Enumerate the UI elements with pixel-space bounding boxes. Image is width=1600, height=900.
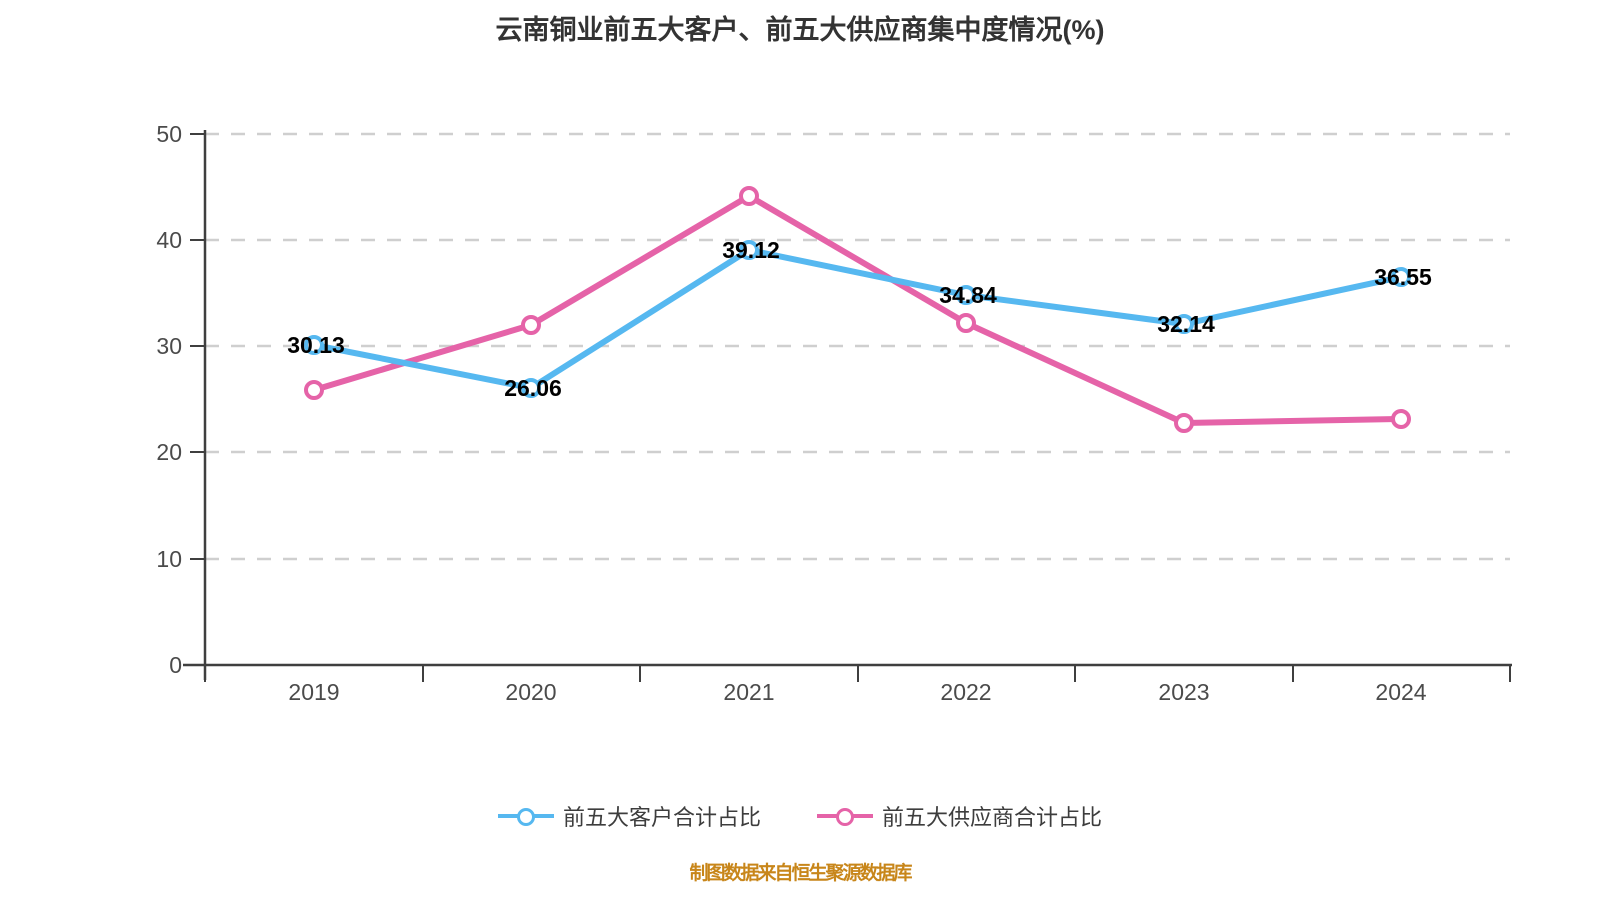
legend-label-customers: 前五大客户合计占比 <box>562 805 761 830</box>
x-axis-label-2020: 2020 <box>505 679 556 705</box>
legend-marker-customers-icon <box>497 805 554 827</box>
legend-item-customers[interactable]: 前五大客户合计占比 <box>497 800 761 832</box>
x-axis-label-2019: 2019 <box>288 679 339 705</box>
series-line-customers <box>311 247 1404 391</box>
chart-title: 云南铜业前五大客户、前五大供应商集中度情况(%) <box>495 15 1105 45</box>
chart-legend: 前五大客户合计占比 前五大供应商合计占比 <box>0 800 1600 832</box>
x-axis-label-2024: 2024 <box>1375 679 1426 705</box>
series-markers-customers <box>304 240 1411 398</box>
data-point-customers-2024[interactable] <box>1391 267 1411 287</box>
x-axis-ticks <box>204 665 1511 682</box>
data-label-customers-2023: 32.14 <box>1157 311 1215 337</box>
data-source-note: 制图数据来自恒生聚源数据库 <box>689 863 912 884</box>
data-label-customers-2024: 36.55 <box>1374 264 1432 290</box>
x-axis-label-2022: 2022 <box>940 679 991 705</box>
y-axis-label-0: 0 <box>169 652 182 678</box>
data-point-suppliers-2024[interactable] <box>1391 409 1411 429</box>
data-label-customers-2020: 26.06 <box>504 375 562 401</box>
data-point-customers-2023[interactable] <box>1174 314 1194 334</box>
x-axis-label-2021: 2021 <box>723 679 774 705</box>
legend-label-suppliers: 前五大供应商合计占比 <box>882 805 1103 830</box>
y-axis-label-40: 40 <box>156 227 182 253</box>
x-axis-label-2023: 2023 <box>1158 679 1209 705</box>
data-point-customers-2019[interactable] <box>304 335 324 355</box>
y-axis-label-50: 50 <box>156 121 182 147</box>
y-axis-label-30: 30 <box>156 333 182 359</box>
data-point-suppliers-2019[interactable] <box>304 380 324 400</box>
data-point-suppliers-2021[interactable] <box>739 186 759 206</box>
legend-marker-suppliers-icon <box>817 805 873 827</box>
y-axis-label-20: 20 <box>156 439 182 465</box>
data-point-customers-2021[interactable] <box>739 240 759 260</box>
y-axis-ticks <box>190 133 205 560</box>
gridlines <box>205 132 1510 561</box>
data-point-suppliers-2020[interactable] <box>521 315 541 335</box>
data-label-customers-2022: 34.84 <box>939 282 997 308</box>
data-point-suppliers-2022[interactable] <box>956 313 976 333</box>
data-label-customers-2021: 39.12 <box>722 237 780 263</box>
data-point-suppliers-2023[interactable] <box>1174 413 1194 433</box>
series-line-suppliers <box>311 193 1404 426</box>
data-label-customers-2019: 30.13 <box>287 332 345 358</box>
series-markers-suppliers <box>304 186 1411 433</box>
data-point-customers-2022[interactable] <box>956 285 976 305</box>
y-axis-label-10: 10 <box>156 546 182 572</box>
legend-item-suppliers[interactable]: 前五大供应商合计占比 <box>817 800 1102 832</box>
data-point-customers-2020[interactable] <box>521 378 541 398</box>
